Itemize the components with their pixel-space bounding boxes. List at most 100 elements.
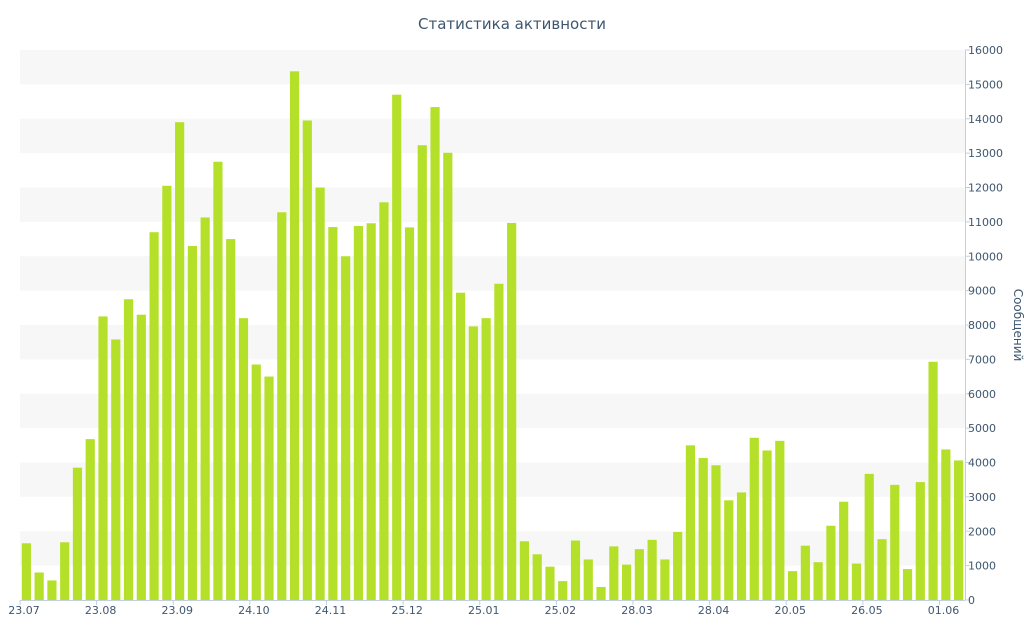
y-tick-label: 0 bbox=[968, 594, 975, 607]
bar bbox=[698, 458, 708, 600]
grid-band bbox=[20, 187, 965, 222]
y-axis-title: Сообщений bbox=[1011, 289, 1024, 362]
grid-band bbox=[20, 462, 965, 497]
y-tick-label: 10000 bbox=[968, 250, 1003, 263]
x-tick-label: 20.05 bbox=[774, 604, 806, 617]
bar bbox=[941, 449, 951, 600]
bar bbox=[647, 539, 657, 600]
bar bbox=[21, 543, 31, 600]
bar bbox=[328, 227, 338, 600]
bar bbox=[583, 559, 593, 600]
bar bbox=[839, 501, 849, 600]
bar bbox=[507, 222, 517, 600]
bar bbox=[98, 316, 108, 600]
axes: 0 1000 2000 3000 4000 5000 6000 7000 8000 9000 100… bbox=[8, 44, 1003, 617]
x-tick-label: 25.12 bbox=[391, 604, 423, 617]
bar bbox=[954, 460, 964, 600]
bar bbox=[915, 482, 925, 600]
grid-band bbox=[20, 118, 965, 154]
bar bbox=[213, 161, 223, 600]
bar bbox=[468, 326, 478, 601]
bar bbox=[111, 339, 121, 600]
bar bbox=[596, 586, 606, 600]
y-tick-label: 13000 bbox=[968, 147, 1003, 160]
bar bbox=[634, 549, 644, 601]
bar bbox=[800, 545, 810, 600]
bar bbox=[379, 202, 389, 600]
bar bbox=[175, 122, 185, 600]
grid-band bbox=[20, 50, 965, 85]
bar bbox=[685, 445, 696, 600]
bar bbox=[187, 245, 197, 600]
y-tick-label: 2000 bbox=[968, 525, 996, 538]
grid-band bbox=[20, 256, 965, 291]
bar bbox=[736, 492, 747, 600]
bar bbox=[443, 152, 453, 600]
bar bbox=[532, 554, 542, 600]
x-tick-label: 23.08 bbox=[85, 604, 117, 617]
bar bbox=[264, 376, 274, 600]
x-tick-label: 23.09 bbox=[161, 604, 193, 617]
y-tick-label: 4000 bbox=[968, 457, 996, 470]
y-tick-label: 12000 bbox=[968, 182, 1003, 195]
bar bbox=[826, 525, 836, 600]
bar bbox=[788, 571, 798, 601]
bar bbox=[123, 299, 134, 600]
bar bbox=[851, 563, 862, 600]
bar bbox=[392, 94, 402, 600]
bar bbox=[762, 450, 772, 600]
bar bbox=[775, 440, 785, 600]
bar bbox=[136, 314, 146, 600]
grid-band bbox=[20, 393, 965, 429]
bar bbox=[47, 580, 57, 600]
grid-band bbox=[20, 325, 965, 360]
x-tick-label: 25.02 bbox=[545, 604, 577, 617]
chart-title: Статистика активности bbox=[418, 15, 606, 33]
y-tick-label: 8000 bbox=[968, 319, 996, 332]
bar bbox=[226, 239, 236, 600]
grid-bands bbox=[20, 50, 965, 566]
bar bbox=[149, 232, 159, 600]
bar bbox=[621, 564, 632, 600]
x-tick-label: 23.07 bbox=[8, 604, 40, 617]
bar bbox=[890, 484, 900, 600]
bar bbox=[353, 226, 363, 600]
x-tick-label: 01.06 bbox=[928, 604, 960, 617]
x-tick-label: 24.10 bbox=[238, 604, 270, 617]
bar bbox=[404, 227, 415, 601]
bar bbox=[864, 473, 874, 600]
y-tick-label: 3000 bbox=[968, 491, 996, 504]
bar bbox=[455, 292, 466, 600]
bar bbox=[251, 364, 261, 600]
y-tick-label: 6000 bbox=[968, 388, 996, 401]
bar bbox=[558, 581, 568, 600]
bar bbox=[481, 318, 491, 601]
bar bbox=[200, 217, 210, 600]
bar bbox=[902, 569, 913, 600]
y-tick-label: 14000 bbox=[968, 113, 1003, 126]
y-tick-label: 5000 bbox=[968, 422, 996, 435]
x-tick-label: 28.04 bbox=[698, 604, 730, 617]
x-tick-label: 28.03 bbox=[621, 604, 653, 617]
bar bbox=[60, 542, 70, 600]
bar bbox=[277, 212, 287, 600]
bar bbox=[341, 256, 351, 600]
bar bbox=[813, 562, 823, 600]
bar bbox=[430, 107, 440, 600]
bar bbox=[928, 361, 938, 600]
y-tick-label: 16000 bbox=[968, 44, 1003, 57]
bar bbox=[289, 71, 300, 600]
bar bbox=[417, 145, 427, 600]
bar bbox=[711, 465, 721, 600]
bar bbox=[302, 120, 312, 600]
bar bbox=[494, 283, 504, 600]
y-tick-label: 11000 bbox=[968, 216, 1003, 229]
bar bbox=[72, 467, 83, 600]
x-tick-label: 25.01 bbox=[468, 604, 500, 617]
bar bbox=[673, 531, 683, 600]
bar bbox=[749, 437, 759, 600]
bar bbox=[724, 500, 734, 600]
grid-band bbox=[20, 531, 965, 566]
bar bbox=[315, 187, 325, 600]
